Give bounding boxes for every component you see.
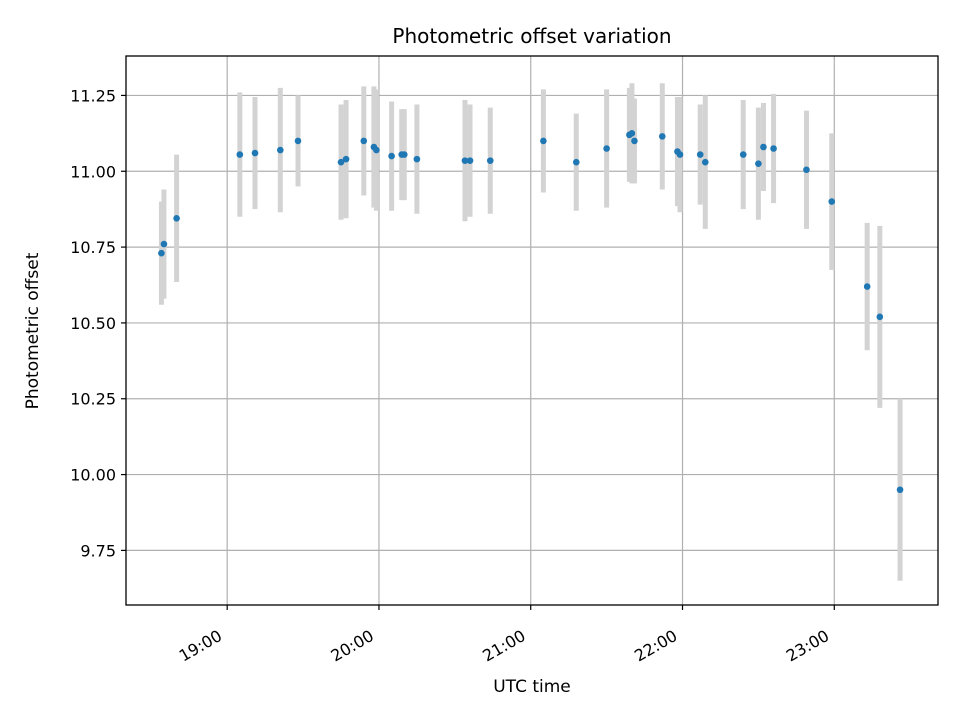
data-point xyxy=(413,155,421,163)
data-point xyxy=(739,151,747,158)
data-point xyxy=(696,151,704,158)
data-point xyxy=(760,143,767,151)
data-point xyxy=(160,240,168,248)
y-axis-ticks: 9.75 10.00 10.25 10.50 10.75 11.00 11.25 xyxy=(70,86,126,560)
data-point xyxy=(658,133,666,140)
chart-title: Photometric offset variation xyxy=(392,24,671,48)
data-point xyxy=(803,166,810,174)
y-tick-label: 10.75 xyxy=(70,238,116,257)
data-point xyxy=(158,249,165,257)
grid xyxy=(126,56,938,605)
plot-frame xyxy=(125,55,939,606)
data-point xyxy=(603,145,610,152)
data-point xyxy=(631,137,638,145)
data-points xyxy=(158,130,904,494)
data-point xyxy=(400,151,408,158)
y-tick-label: 11.25 xyxy=(70,86,116,105)
data-point xyxy=(876,313,884,321)
y-tick-label: 9.75 xyxy=(80,541,116,560)
data-point xyxy=(461,157,469,164)
y-tick-label: 10.25 xyxy=(70,390,116,409)
data-point xyxy=(388,152,395,160)
y-axis-title: Photometric offset xyxy=(23,252,43,409)
data-point xyxy=(337,158,345,166)
data-point xyxy=(373,146,380,154)
data-point xyxy=(173,214,180,222)
data-point xyxy=(572,158,580,166)
data-point xyxy=(755,160,762,167)
data-point xyxy=(896,486,904,494)
data-point xyxy=(360,137,368,145)
data-point xyxy=(828,198,836,205)
data-point xyxy=(466,157,474,164)
data-point xyxy=(770,145,777,152)
data-point xyxy=(540,137,547,145)
y-tick-label: 10.50 xyxy=(70,314,116,333)
data-point xyxy=(486,157,494,164)
data-point xyxy=(236,151,244,158)
data-point xyxy=(294,137,302,145)
y-tick-label: 10.00 xyxy=(70,466,116,485)
data-point xyxy=(676,151,684,158)
data-point xyxy=(277,146,284,154)
data-point xyxy=(628,130,636,137)
y-tick-label: 11.00 xyxy=(70,162,116,181)
x-axis-title: UTC time xyxy=(493,677,571,697)
data-point xyxy=(251,149,259,157)
data-point xyxy=(701,158,709,166)
data-point xyxy=(342,155,350,163)
data-point xyxy=(863,283,871,290)
